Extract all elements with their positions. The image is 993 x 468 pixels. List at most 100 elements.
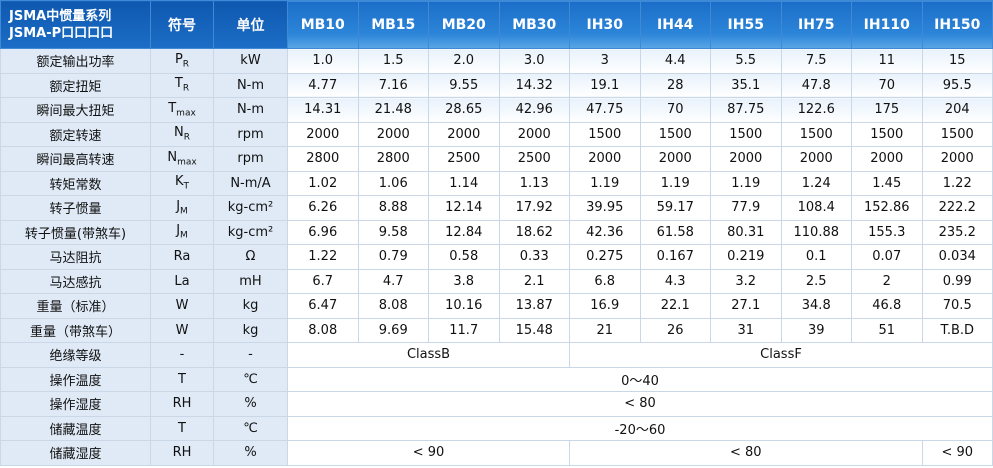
value: 8.08 [287, 317, 359, 343]
value: 70 [851, 72, 923, 98]
value: < 80 [287, 391, 993, 417]
value: 2.1 [498, 268, 570, 294]
unit: N-m/A [213, 170, 288, 196]
value: 26 [639, 317, 711, 343]
spec-row: 操作湿度 RH% < 80 [0, 391, 993, 417]
unit: Ω [213, 244, 288, 270]
unit: N-m [213, 72, 288, 98]
unit: - [213, 342, 288, 368]
symbol-cell: PR [150, 48, 214, 74]
spec-row: 转矩常数 KT N-m/A 1.02 1.06 1.14 1.13 1.19 1.19 1.19 1… [0, 170, 993, 196]
value: 2000 [710, 146, 782, 172]
value: 5.5 [710, 48, 782, 74]
unit: mH [213, 268, 288, 294]
unit: kg-cm² [213, 195, 288, 221]
value: 1500 [921, 121, 993, 147]
value: 42.36 [569, 219, 641, 245]
value: 6.8 [569, 268, 641, 294]
unit: rpm [213, 146, 288, 172]
symbol-cell: KT [150, 170, 214, 196]
value: 15.48 [498, 317, 570, 343]
value: 1500 [780, 121, 852, 147]
symbol-cell: La [150, 268, 214, 294]
value: 12.14 [428, 195, 500, 221]
value: 6.47 [287, 293, 359, 319]
symbol-sub: T [183, 182, 190, 193]
value: 1500 [851, 121, 923, 147]
value: 2.0 [428, 48, 500, 74]
symbol: J [176, 223, 181, 239]
value: 1.14 [428, 170, 500, 196]
value: 0～40 [287, 366, 993, 392]
value: 1.0 [287, 48, 359, 74]
unit: % [213, 440, 288, 466]
value: 0.275 [569, 244, 641, 270]
unit: kg [213, 293, 288, 319]
value: 27.1 [710, 293, 782, 319]
spec-row: 储藏湿度 RH% < 90 < 80 < 90 [0, 440, 993, 466]
spec-row: 转子惯量 JM kg-cm² 6.26 8.88 12.14 17.92 39.95 59.17… [0, 195, 993, 221]
value: < 80 [569, 440, 923, 466]
value: 1.19 [569, 170, 641, 196]
value: 175 [851, 97, 923, 123]
value: < 90 [287, 440, 570, 466]
value: 2000 [780, 146, 852, 172]
value: -20～60 [287, 415, 993, 441]
symbol: RH [172, 445, 192, 461]
value: 15 [921, 48, 993, 74]
unit: % [213, 391, 288, 417]
value: 42.96 [498, 97, 570, 123]
symbol: W [175, 298, 189, 314]
param-name: 储藏湿度 [0, 440, 151, 466]
symbol: N [174, 125, 184, 141]
symbol-sub: M [180, 231, 188, 242]
symbol-sub: R [183, 133, 190, 144]
value: 2.5 [780, 268, 852, 294]
value: 1.19 [710, 170, 782, 196]
value: 47.8 [780, 72, 852, 98]
symbol: P [174, 51, 183, 67]
symbol-sub: R [182, 59, 190, 70]
value: 152.86 [851, 195, 923, 221]
param-name: 绝缘等级 [0, 342, 151, 368]
value: 0.034 [921, 244, 993, 270]
value: 1500 [710, 121, 782, 147]
value: 6.7 [287, 268, 359, 294]
value: 18.62 [498, 219, 570, 245]
value: 2000 [357, 121, 429, 147]
value: 2000 [498, 121, 570, 147]
value: 16.9 [569, 293, 641, 319]
value: 35.1 [710, 72, 782, 98]
series-line: JSMA中惯量系列 [9, 8, 112, 24]
value: 2800 [357, 146, 429, 172]
symbol-cell: T [150, 415, 214, 441]
value: < 90 [921, 440, 993, 466]
value: 155.3 [851, 219, 923, 245]
symbol-cell: T [150, 366, 214, 392]
param-name: 重量（标准） [0, 293, 151, 319]
value: 0.33 [498, 244, 570, 270]
symbol-sub: max [177, 157, 197, 168]
spec-row: 操作温度 T ℃ 0～40 [0, 366, 993, 392]
unit-header: 单位 [213, 0, 288, 49]
value: 47.75 [569, 97, 641, 123]
value: 2800 [287, 146, 359, 172]
spec-row: 瞬间最大扭矩 Tmax N-m 14.31 21.48 28.65 42.96 47.75 70… [0, 97, 993, 123]
value: 31 [710, 317, 782, 343]
symbol: N [167, 149, 178, 165]
unit: kg [213, 317, 288, 343]
param-name: 马达感抗 [0, 268, 151, 294]
value: 1.24 [780, 170, 852, 196]
value: 1.22 [921, 170, 993, 196]
value: 110.88 [780, 219, 852, 245]
value: 9.69 [357, 317, 429, 343]
value: 2000 [428, 121, 500, 147]
symbol-header: 符号 [150, 0, 214, 49]
spec-row: 马达感抗 La mH 6.7 4.7 3.8 2.1 6.8 4.3 3.2 2.5 2 0.99 [0, 268, 993, 294]
value: 1.45 [851, 170, 923, 196]
value: 122.6 [780, 97, 852, 123]
symbol: T [174, 76, 183, 92]
spec-row: 额定转速 NR rpm 2000 2000 2000 2000 1500 1500 1500 150… [0, 121, 993, 147]
